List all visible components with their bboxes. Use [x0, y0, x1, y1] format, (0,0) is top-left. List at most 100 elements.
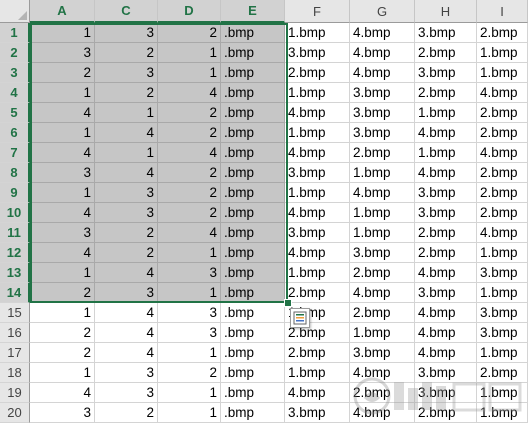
cell-g17[interactable]: 3.bmp [350, 343, 415, 363]
cell-e2[interactable]: .bmp [221, 43, 285, 63]
row-header-19[interactable]: 19 [0, 383, 30, 403]
cell-c11[interactable]: 2 [95, 223, 158, 243]
row-header-20[interactable]: 20 [0, 403, 30, 423]
row-header-8[interactable]: 8 [0, 163, 30, 183]
cell-g4[interactable]: 3.bmp [350, 83, 415, 103]
row-header-11[interactable]: 11 [0, 223, 30, 243]
cell-a7[interactable]: 4 [30, 143, 95, 163]
cell-g18[interactable]: 4.bmp [350, 363, 415, 383]
cell-a12[interactable]: 4 [30, 243, 95, 263]
cell-g1[interactable]: 4.bmp [350, 23, 415, 43]
cell-a20[interactable]: 3 [30, 403, 95, 423]
cell-d6[interactable]: 2 [158, 123, 221, 143]
cell-i8[interactable]: 2.bmp [477, 163, 528, 183]
row-header-2[interactable]: 2 [0, 43, 30, 63]
cell-a17[interactable]: 2 [30, 343, 95, 363]
cell-a8[interactable]: 3 [30, 163, 95, 183]
cell-h6[interactable]: 4.bmp [415, 123, 477, 143]
cell-g7[interactable]: 2.bmp [350, 143, 415, 163]
cell-i15[interactable]: 3.bmp [477, 303, 528, 323]
row-header-6[interactable]: 6 [0, 123, 30, 143]
row-header-10[interactable]: 10 [0, 203, 30, 223]
cell-f13[interactable]: 1.bmp [285, 263, 350, 283]
cell-f1[interactable]: 1.bmp [285, 23, 350, 43]
cell-a1[interactable]: 1 [30, 23, 95, 43]
cell-g8[interactable]: 1.bmp [350, 163, 415, 183]
cell-f20[interactable]: 3.bmp [285, 403, 350, 423]
cell-i5[interactable]: 2.bmp [477, 103, 528, 123]
row-header-16[interactable]: 16 [0, 323, 30, 343]
cell-f14[interactable]: 2.bmp [285, 283, 350, 303]
row-header-17[interactable]: 17 [0, 343, 30, 363]
cell-a13[interactable]: 1 [30, 263, 95, 283]
cell-g20[interactable]: 4.bmp [350, 403, 415, 423]
row-header-3[interactable]: 3 [0, 63, 30, 83]
cell-f9[interactable]: 1.bmp [285, 183, 350, 203]
cell-f11[interactable]: 3.bmp [285, 223, 350, 243]
cell-h2[interactable]: 2.bmp [415, 43, 477, 63]
cell-h11[interactable]: 2.bmp [415, 223, 477, 243]
cell-f8[interactable]: 3.bmp [285, 163, 350, 183]
cell-a10[interactable]: 4 [30, 203, 95, 223]
cell-h9[interactable]: 3.bmp [415, 183, 477, 203]
cell-h14[interactable]: 3.bmp [415, 283, 477, 303]
cell-e19[interactable]: .bmp [221, 383, 285, 403]
cell-f7[interactable]: 4.bmp [285, 143, 350, 163]
cell-h18[interactable]: 3.bmp [415, 363, 477, 383]
cell-g19[interactable]: 2.bmp [350, 383, 415, 403]
cell-i12[interactable]: 1.bmp [477, 243, 528, 263]
cell-c17[interactable]: 4 [95, 343, 158, 363]
cell-c10[interactable]: 3 [95, 203, 158, 223]
cell-g14[interactable]: 4.bmp [350, 283, 415, 303]
cell-f6[interactable]: 1.bmp [285, 123, 350, 143]
cell-d2[interactable]: 1 [158, 43, 221, 63]
cell-c4[interactable]: 2 [95, 83, 158, 103]
cell-h5[interactable]: 1.bmp [415, 103, 477, 123]
cell-e15[interactable]: .bmp [221, 303, 285, 323]
cell-g9[interactable]: 4.bmp [350, 183, 415, 203]
cell-f10[interactable]: 4.bmp [285, 203, 350, 223]
cell-e16[interactable]: .bmp [221, 323, 285, 343]
row-header-15[interactable]: 15 [0, 303, 30, 323]
cell-c13[interactable]: 4 [95, 263, 158, 283]
cell-h12[interactable]: 2.bmp [415, 243, 477, 263]
cell-h19[interactable]: 3.bmp [415, 383, 477, 403]
cell-e4[interactable]: .bmp [221, 83, 285, 103]
cell-h7[interactable]: 1.bmp [415, 143, 477, 163]
cell-i4[interactable]: 4.bmp [477, 83, 528, 103]
cell-d11[interactable]: 4 [158, 223, 221, 243]
cell-f4[interactable]: 1.bmp [285, 83, 350, 103]
cell-e18[interactable]: .bmp [221, 363, 285, 383]
cell-i10[interactable]: 2.bmp [477, 203, 528, 223]
cell-i1[interactable]: 2.bmp [477, 23, 528, 43]
cell-i18[interactable]: 2.bmp [477, 363, 528, 383]
cell-g15[interactable]: 2.bmp [350, 303, 415, 323]
cell-h20[interactable]: 2.bmp [415, 403, 477, 423]
cell-c19[interactable]: 3 [95, 383, 158, 403]
row-header-5[interactable]: 5 [0, 103, 30, 123]
cell-c20[interactable]: 2 [95, 403, 158, 423]
cell-f5[interactable]: 4.bmp [285, 103, 350, 123]
cell-f2[interactable]: 3.bmp [285, 43, 350, 63]
cell-h17[interactable]: 4.bmp [415, 343, 477, 363]
column-header-c[interactable]: C [95, 0, 158, 23]
column-header-d[interactable]: D [158, 0, 221, 23]
cell-c8[interactable]: 4 [95, 163, 158, 183]
cell-h4[interactable]: 2.bmp [415, 83, 477, 103]
cell-g10[interactable]: 1.bmp [350, 203, 415, 223]
cell-i16[interactable]: 3.bmp [477, 323, 528, 343]
cell-i9[interactable]: 2.bmp [477, 183, 528, 203]
cell-c14[interactable]: 3 [95, 283, 158, 303]
cell-a18[interactable]: 1 [30, 363, 95, 383]
cell-f17[interactable]: 2.bmp [285, 343, 350, 363]
cell-e12[interactable]: .bmp [221, 243, 285, 263]
cell-g3[interactable]: 4.bmp [350, 63, 415, 83]
cell-d20[interactable]: 1 [158, 403, 221, 423]
row-header-13[interactable]: 13 [0, 263, 30, 283]
cell-d4[interactable]: 4 [158, 83, 221, 103]
cell-e9[interactable]: .bmp [221, 183, 285, 203]
cell-c3[interactable]: 3 [95, 63, 158, 83]
cell-d5[interactable]: 2 [158, 103, 221, 123]
cell-i20[interactable]: 1.bmp [477, 403, 528, 423]
cell-e3[interactable]: .bmp [221, 63, 285, 83]
